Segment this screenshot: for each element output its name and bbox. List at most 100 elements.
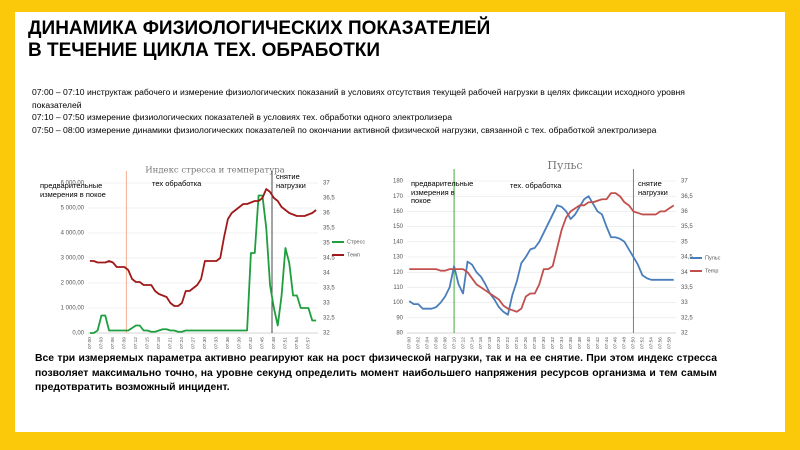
x-tick-label: 07:56 — [658, 337, 664, 349]
y2-tick-label: 33,5 — [323, 286, 335, 292]
x-tick-label: 07:42 — [595, 337, 601, 349]
y2-tick-label: 34 — [323, 271, 330, 277]
x-tick-label: 07:24 — [179, 337, 185, 349]
x-tick-label: 07:12 — [133, 337, 139, 349]
y2-tick-label: 35,5 — [681, 224, 693, 230]
y2-tick-label: 36,5 — [681, 194, 693, 200]
y-tick-label: 170 — [393, 194, 404, 200]
x-tick-label: 07:08 — [442, 337, 448, 349]
series-line — [89, 188, 317, 307]
y-tick-label: 110 — [393, 285, 403, 291]
y-tick-label: 90 — [396, 315, 403, 321]
x-tick-label: 07:36 — [225, 337, 231, 349]
annotation: тех. обработка — [510, 181, 562, 190]
y-tick-label: 2 000,00 — [61, 281, 85, 287]
annotation: тех обработка — [152, 179, 202, 188]
y-tick-label: 5 000,00 — [61, 206, 85, 212]
x-tick-label: 07:16 — [478, 337, 484, 349]
x-tick-label: 07:36 — [568, 337, 574, 349]
y2-tick-label: 34,5 — [323, 256, 335, 262]
series-line — [409, 192, 675, 313]
title-line: В ТЕЧЕНИЕ ЦИКЛА ТЕХ. ОБРАБОТКИ — [28, 40, 381, 61]
x-tick-label: 07:58 — [667, 337, 673, 349]
y-tick-label: 130 — [393, 255, 404, 261]
x-tick-label: 07:42 — [248, 337, 254, 349]
x-tick-label: 07:48 — [622, 337, 628, 349]
legend-label: Темп — [347, 252, 360, 258]
x-tick-label: 07:57 — [306, 337, 312, 349]
series-line — [408, 195, 674, 316]
legend-label: Стресс — [347, 239, 365, 245]
note: 07:10 – 07:50 измерение физиологических … — [32, 112, 452, 122]
y2-tick-label: 36 — [323, 211, 330, 217]
series-line — [89, 194, 317, 334]
x-tick-label: 07:00 — [87, 337, 93, 349]
y2-tick-label: 32 — [323, 331, 330, 337]
y2-tick-label: 33,5 — [681, 285, 693, 291]
y2-tick-label: 37 — [323, 181, 330, 187]
x-tick-label: 07:34 — [559, 337, 565, 349]
y2-tick-label: 35 — [323, 241, 330, 247]
x-tick-label: 07:09 — [122, 337, 128, 349]
annotation: предварительные измерения в покое — [411, 179, 474, 205]
x-tick-label: 07:30 — [202, 337, 208, 349]
y2-tick-label: 33 — [323, 301, 330, 307]
y-tick-label: 6 000,00 — [61, 181, 85, 187]
x-tick-label: 07:33 — [214, 337, 220, 349]
x-tick-label: 07:39 — [237, 337, 243, 349]
x-tick-label: 07:54 — [649, 337, 655, 349]
title-line: ДИНАМИКА ФИЗИОЛОГИЧЕСКИХ ПОКАЗАТЕЛЕЙ — [28, 18, 491, 39]
y2-tick-label: 37 — [681, 179, 688, 185]
chart-title: Пульс — [547, 159, 582, 172]
note: 07:50 – 08:00 измерение динамики физиоло… — [32, 124, 657, 135]
y2-tick-label: 32,5 — [323, 316, 335, 322]
y-tick-label: 120 — [393, 270, 404, 276]
x-tick-label: 07:24 — [514, 337, 520, 349]
x-tick-label: 07:28 — [532, 337, 538, 349]
summary: Все три измеряемых параметра активно реа… — [35, 353, 717, 393]
x-tick-label: 07:45 — [260, 337, 266, 349]
x-tick-label: 07:50 — [631, 337, 637, 349]
annotation: снятие нагрузки — [638, 179, 668, 197]
slide — [15, 12, 785, 432]
legend-label: Temp — [705, 268, 718, 274]
x-tick-label: 07:22 — [505, 337, 511, 349]
y-tick-label: 100 — [393, 300, 404, 306]
y-tick-label: 0,00 — [72, 331, 84, 337]
x-tick-label: 07:44 — [604, 337, 610, 349]
x-tick-label: 07:20 — [496, 337, 502, 349]
x-tick-label: 07:14 — [469, 337, 475, 349]
x-tick-label: 07:51 — [283, 337, 289, 349]
y-tick-label: 4 000,00 — [61, 231, 85, 237]
y2-tick-label: 33 — [681, 300, 688, 306]
x-tick-label: 07:18 — [156, 337, 162, 349]
y-tick-label: 150 — [393, 224, 404, 230]
notes: 07:00 – 07:10 инструктаж рабочего и изме… — [32, 86, 712, 136]
x-tick-label: 07:38 — [577, 337, 583, 349]
x-tick-label: 07:03 — [99, 337, 105, 349]
x-tick-label: 07:26 — [523, 337, 529, 349]
x-tick-label: 07:18 — [487, 337, 493, 349]
x-tick-label: 07:52 — [640, 337, 646, 349]
x-tick-label: 07:06 — [433, 337, 439, 349]
title: ДИНАМИКА ФИЗИОЛОГИЧЕСКИХ ПОКАЗАТЕЛЕЙ В ТЕ… — [28, 18, 490, 62]
x-tick-label: 07:21 — [168, 337, 174, 349]
x-tick-label: 07:30 — [541, 337, 547, 349]
annotation: снятие нагрузки — [276, 172, 306, 190]
y-tick-label: 140 — [393, 239, 404, 245]
y-tick-label: 1 000,00 — [61, 306, 85, 312]
chart-title: Индекс стресса и температура — [145, 166, 284, 176]
x-tick-label: 07:12 — [460, 337, 466, 349]
legend-label: Пульс — [705, 255, 721, 261]
annotation: предварительные измерения в покое — [40, 181, 106, 199]
x-tick-label: 07:32 — [550, 337, 556, 349]
y2-tick-label: 35 — [681, 239, 688, 245]
x-tick-label: 07:15 — [145, 337, 151, 349]
y2-tick-label: 35,5 — [323, 226, 335, 232]
x-tick-label: 07:06 — [110, 337, 116, 349]
y2-tick-label: 34,5 — [681, 255, 693, 261]
y-tick-label: 180 — [393, 179, 404, 185]
x-tick-label: 07:02 — [415, 337, 421, 349]
